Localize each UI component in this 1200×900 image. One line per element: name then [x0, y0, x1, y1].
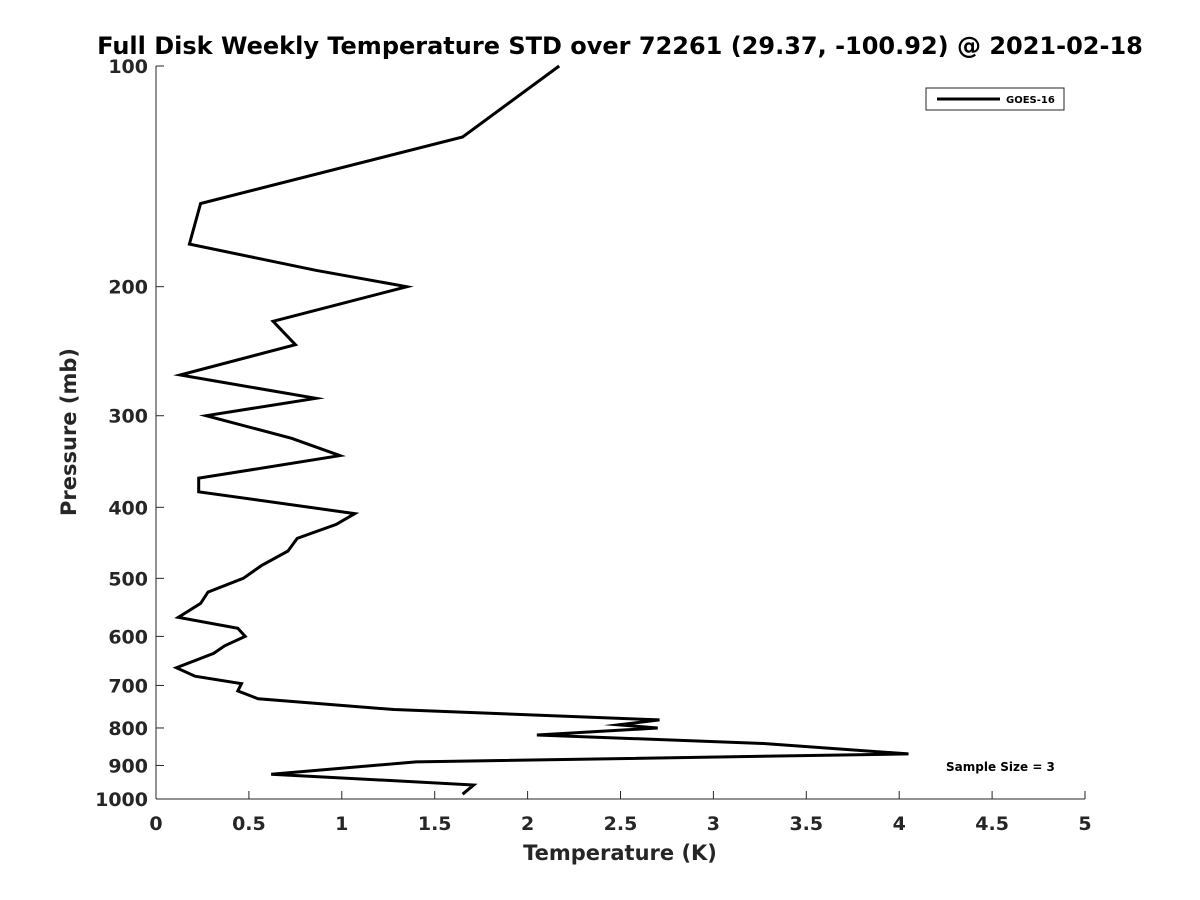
x-tick-label: 0.5 — [232, 813, 266, 835]
x-tick-label: 4 — [893, 813, 906, 835]
x-tick-label: 2 — [521, 813, 534, 835]
y-tick-label: 200 — [108, 277, 148, 299]
chart-title: Full Disk Weekly Temperature STD over 72… — [97, 32, 1143, 60]
y-tick-label: 900 — [108, 755, 148, 777]
x-tick-label: 3 — [707, 813, 720, 835]
x-tick-label: 1 — [335, 813, 348, 835]
x-tick-label: 3.5 — [789, 813, 823, 835]
legend-label-goes-16: GOES-16 — [1006, 95, 1055, 106]
y-tick-label: 600 — [108, 626, 148, 648]
x-tick-label: 5 — [1078, 813, 1091, 835]
y-axis-label: Pressure (mb) — [57, 348, 81, 516]
y-tick-label: 800 — [108, 718, 148, 740]
y-tick-label: 100 — [108, 56, 148, 78]
x-tick-label: 1.5 — [418, 813, 452, 835]
y-tick-label: 400 — [108, 497, 148, 519]
x-tick-label: 4.5 — [975, 813, 1009, 835]
y-ticks: 100 200 300 400 500 600 700 800 900 1000 — [95, 56, 164, 811]
x-axis-label: Temperature (K) — [523, 841, 717, 865]
series-line-goes-16 — [172, 64, 909, 796]
series-layer — [172, 64, 909, 796]
y-tick-label: 700 — [108, 675, 148, 697]
x-ticks: 0 0.5 1 1.5 2 2.5 3 3.5 4 4.5 5 — [149, 791, 1092, 835]
y-tick-label: 500 — [108, 568, 148, 590]
y-tick-label: 1000 — [95, 789, 148, 811]
y-tick-label: 300 — [108, 406, 148, 428]
x-tick-label: 2.5 — [604, 813, 638, 835]
x-tick-label: 0 — [149, 813, 162, 835]
sample-size-annotation: Sample Size = 3 — [946, 760, 1055, 774]
legend: GOES-16 — [925, 87, 1065, 111]
